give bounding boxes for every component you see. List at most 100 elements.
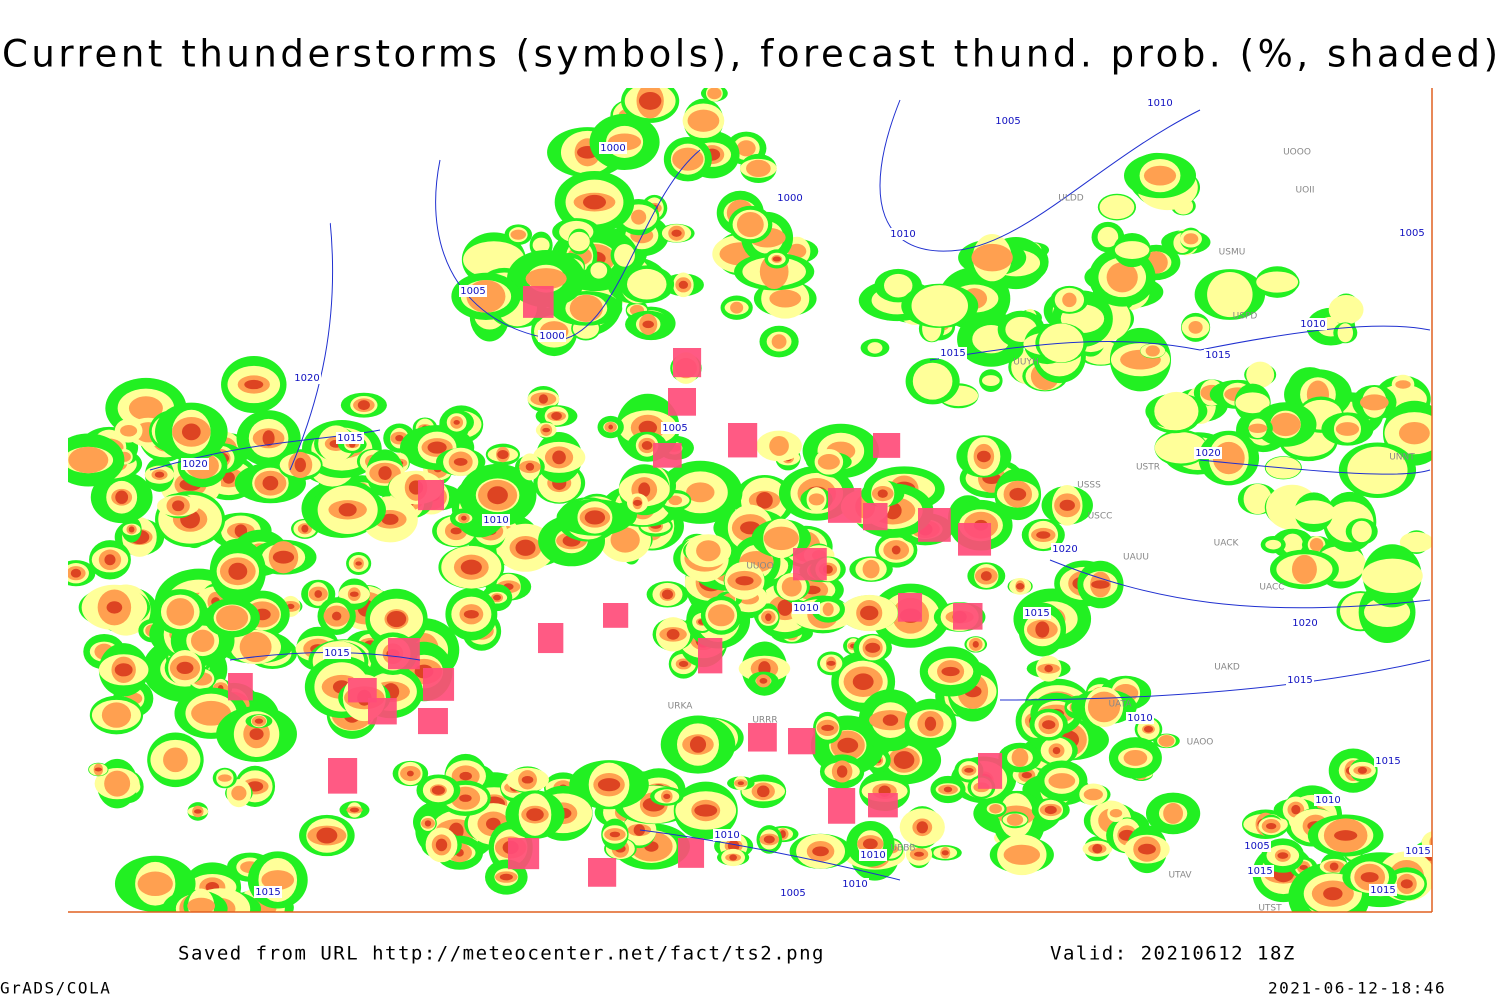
probability-contour <box>497 450 509 460</box>
isobar-label-bg <box>482 514 510 526</box>
storm-symbol <box>918 508 951 542</box>
probability-contour <box>924 716 937 731</box>
probability-contour <box>68 446 109 474</box>
probability-contour <box>668 495 683 506</box>
probability-contour <box>812 846 829 857</box>
probability-contour <box>884 273 913 298</box>
probability-contour <box>1137 843 1156 855</box>
probability-contour <box>286 603 295 609</box>
station-label: UBBB <box>890 844 915 854</box>
probability-contour <box>357 400 370 411</box>
probability-contour <box>1163 802 1184 824</box>
probability-contour <box>763 526 799 551</box>
probability-contour <box>1092 844 1103 854</box>
probability-contour <box>1299 864 1308 871</box>
probability-contour <box>1432 838 1439 847</box>
probability-contour <box>551 411 562 421</box>
probability-contour <box>172 500 185 512</box>
probability-contour <box>972 641 979 648</box>
probability-contour <box>459 794 472 802</box>
probability-contour <box>1036 531 1051 539</box>
isobar-label-bg <box>841 878 869 890</box>
probability-contour <box>187 897 216 912</box>
storm-symbol <box>418 708 448 735</box>
isobar-label: 1015 <box>1375 756 1400 767</box>
probability-contour <box>893 751 915 769</box>
probability-contour <box>104 554 116 566</box>
probability-contour <box>424 820 432 827</box>
probability-contour <box>427 441 447 454</box>
probability-contour <box>757 785 770 798</box>
probability-contour <box>1044 664 1053 673</box>
probability-contour <box>515 539 536 556</box>
probability-contour <box>94 767 103 772</box>
probability-contour <box>1183 233 1199 245</box>
probability-contour <box>262 475 279 491</box>
probability-contour <box>1099 195 1135 220</box>
probability-contour <box>1062 292 1077 308</box>
probability-contour <box>1059 499 1075 511</box>
probability-contour <box>450 527 462 535</box>
probability-contour <box>822 602 834 616</box>
probability-contour <box>222 471 235 484</box>
probability-contour <box>104 770 131 797</box>
probability-contour <box>633 499 643 506</box>
isobar-line <box>1049 559 1431 609</box>
isobar-label-bg <box>1194 447 1222 459</box>
probability-contour <box>1400 879 1413 889</box>
probability-contour <box>771 334 787 349</box>
probability-contour <box>1044 805 1057 815</box>
probability-contour <box>730 301 744 314</box>
probability-contour <box>1143 725 1154 733</box>
probability-contour <box>487 486 508 505</box>
storm-symbol <box>828 488 862 523</box>
probability-contour <box>181 423 201 441</box>
station-label: ULDD <box>1058 194 1084 204</box>
storm-symbol <box>953 603 983 630</box>
probability-contour <box>355 561 362 566</box>
probability-contour <box>1357 766 1368 774</box>
probability-contour <box>852 673 874 691</box>
station-label: UUYH <box>1013 358 1038 368</box>
probability-contour <box>1048 773 1076 789</box>
probability-contour <box>916 821 928 834</box>
station-label: USPD <box>1233 312 1258 322</box>
probability-contour <box>1329 862 1339 871</box>
probability-contour <box>193 809 202 814</box>
probability-contour <box>1323 887 1343 901</box>
probability-contour <box>687 109 720 132</box>
station-label: UOII <box>1296 186 1315 196</box>
isobar-label: 1005 <box>1244 841 1269 852</box>
probability-contour <box>1328 295 1364 325</box>
probability-contour <box>435 838 448 852</box>
isobar-label: 1015 <box>1247 866 1272 877</box>
probability-contour <box>349 591 359 597</box>
probability-contour <box>163 747 188 773</box>
probability-contour <box>1091 580 1110 589</box>
isobar-label: 1020 <box>1292 618 1317 629</box>
probability-contour <box>772 256 782 262</box>
isobar-label: 1020 <box>182 459 207 470</box>
probability-contour <box>769 435 789 456</box>
probability-contour <box>526 808 544 821</box>
probability-contour <box>1351 520 1372 543</box>
probability-contour <box>154 471 165 478</box>
probability-contour <box>1123 749 1148 766</box>
station-label: UAOO <box>1187 738 1214 748</box>
probability-contour <box>239 631 272 663</box>
probability-contour <box>1154 391 1199 431</box>
isobar-label-bg <box>599 142 627 154</box>
station-label: UAUU <box>1123 553 1149 563</box>
probability-contour <box>1016 583 1025 590</box>
probability-contour <box>964 767 974 773</box>
probability-contour <box>1143 165 1177 186</box>
storm-symbol <box>388 638 420 670</box>
probability-contour <box>176 661 194 675</box>
probability-contour <box>1291 554 1317 584</box>
isobar-label: 1015 <box>1287 675 1312 686</box>
probability-contour <box>128 526 135 533</box>
storm-symbol <box>603 603 629 628</box>
probability-contour <box>510 229 527 240</box>
probability-contour <box>1021 771 1032 779</box>
